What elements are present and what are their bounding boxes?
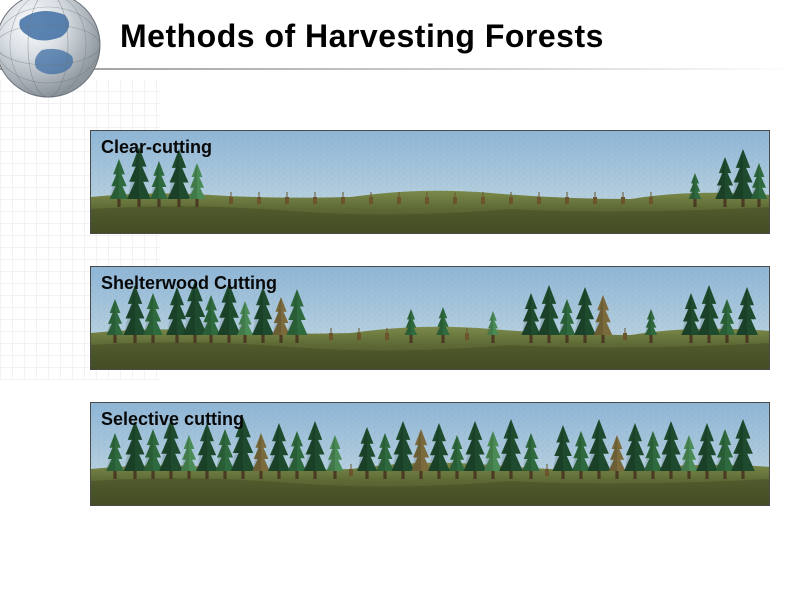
title-underline xyxy=(0,68,799,70)
panels-container: Clear-cutting xyxy=(90,130,769,506)
panel-label: Clear-cutting xyxy=(101,137,212,158)
panel-shelterwood: Shelterwood Cutting xyxy=(90,266,770,370)
panel-selective: Selective cutting xyxy=(90,402,770,506)
panel-clear-cutting: Clear-cutting xyxy=(90,130,770,234)
page-title: Methods of Harvesting Forests xyxy=(120,18,779,55)
panel-label: Selective cutting xyxy=(101,409,244,430)
panel-label: Shelterwood Cutting xyxy=(101,273,277,294)
globe-icon xyxy=(0,0,110,110)
